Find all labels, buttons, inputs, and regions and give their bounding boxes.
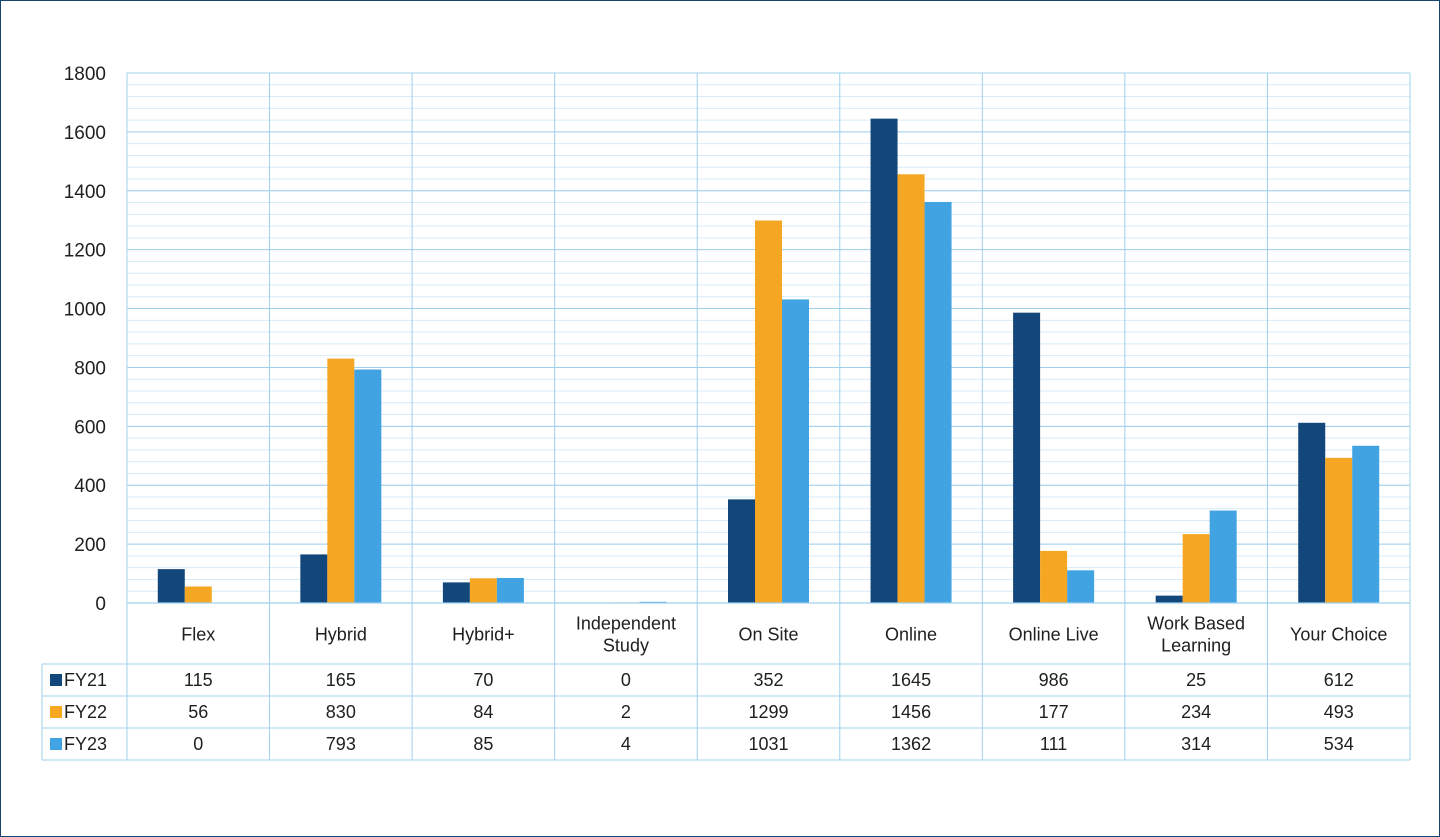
y-tick-label: 600 [74, 417, 106, 438]
bar-fy21-6 [1013, 312, 1041, 603]
bar-fy21-4 [728, 499, 755, 603]
data-table-cell: 314 [1181, 734, 1211, 754]
bar-fy22-6 [1040, 550, 1068, 603]
y-tick-label: 1000 [64, 300, 106, 321]
data-table-cell: 1645 [891, 670, 931, 690]
category-label: Learning [1161, 636, 1231, 656]
series-label: FY23 [64, 734, 107, 754]
bar-fy23-7 [1209, 510, 1237, 603]
data-table-cell: 352 [753, 670, 783, 690]
bar-fy21-0 [157, 569, 185, 603]
y-tick-label: 400 [74, 476, 106, 497]
bar-fy22-5 [897, 174, 925, 604]
category-label: Independent [576, 614, 676, 634]
y-tick-label: 1600 [64, 123, 106, 144]
bar-fy21-2 [442, 582, 470, 603]
category-label: Hybrid [315, 625, 367, 645]
data-table-cell: 234 [1181, 702, 1211, 722]
data-table-cell: 70 [473, 670, 493, 690]
data-table-cell: 0 [621, 670, 631, 690]
bar-fy21-5 [870, 118, 898, 603]
category-label: Your Choice [1290, 625, 1387, 645]
bar-fy21-7 [1155, 595, 1183, 603]
data-table-cell: 830 [326, 702, 356, 722]
bar-fy22-1 [327, 358, 355, 603]
bar-fy21-8 [1298, 422, 1326, 603]
data-table-cell: 25 [1186, 670, 1206, 690]
category-label: Online Live [1009, 625, 1099, 645]
category-label: On Site [738, 625, 798, 645]
data-table-cell: 1031 [748, 734, 788, 754]
bar-fy23-2 [496, 577, 524, 603]
category-label: Online [885, 625, 937, 645]
bar-fy22-4 [755, 220, 782, 603]
bar-fy22-8 [1325, 457, 1353, 603]
data-table-cell: 612 [1324, 670, 1354, 690]
y-tick-label: 800 [74, 358, 106, 379]
bar-fy23-6 [1067, 570, 1095, 603]
y-tick-label: 0 [95, 594, 106, 615]
bar-fy21-1 [300, 554, 328, 603]
legend-key-fy21 [50, 674, 62, 686]
data-table-cell: 177 [1039, 702, 1069, 722]
y-tick-label: 1400 [64, 182, 106, 203]
bar-fy22-2 [469, 578, 497, 603]
data-table-cell: 793 [326, 734, 356, 754]
data-table-cell: 0 [193, 734, 203, 754]
legend-key-fy22 [50, 706, 62, 718]
data-table-cell: 115 [184, 670, 213, 690]
bar-fy23-4 [782, 299, 809, 603]
data-table-cell: 111 [1040, 734, 1067, 754]
series-label: FY22 [64, 702, 107, 722]
legend-key-fy23 [50, 738, 62, 750]
y-tick-label: 200 [74, 535, 106, 556]
bar-fy22-7 [1182, 534, 1210, 603]
data-table-cell: 84 [473, 702, 493, 722]
data-table-cell: 85 [473, 734, 493, 754]
data-table-cell: 1362 [891, 734, 931, 754]
series-label: FY21 [64, 670, 107, 690]
category-label: Flex [181, 625, 215, 645]
data-table-cell: 56 [188, 702, 208, 722]
data-table-cell: 534 [1324, 734, 1354, 754]
data-table-cell: 1299 [748, 702, 788, 722]
data-table-cell: 2 [621, 702, 631, 722]
bar-fy22-0 [184, 586, 212, 603]
bar-fy23-5 [924, 201, 952, 603]
data-table-cell: 4 [621, 734, 631, 754]
category-label: Hybrid+ [452, 625, 515, 645]
data-table-cell: 493 [1324, 702, 1354, 722]
category-label: Work Based [1147, 614, 1245, 634]
y-tick-label: 1800 [64, 64, 106, 85]
y-tick-label: 1200 [64, 241, 106, 262]
category-label: Study [603, 636, 649, 656]
bar-fy23-8 [1352, 445, 1380, 603]
data-table-cell: 1456 [891, 702, 931, 722]
data-table-cell: 986 [1039, 670, 1069, 690]
bar-fy23-1 [354, 369, 382, 603]
data-table-cell: 165 [326, 670, 356, 690]
